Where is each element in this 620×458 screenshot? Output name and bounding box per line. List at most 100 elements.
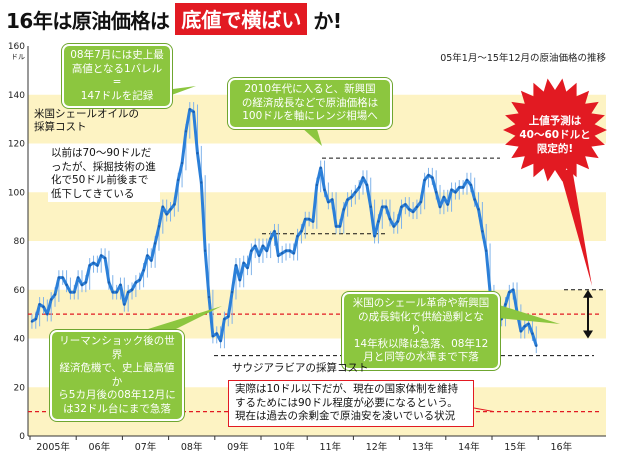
price-point — [527, 322, 530, 326]
headline-highlight: 底値で横ばい — [175, 3, 308, 35]
headline: 16年は原油価格は 底値で横ばい か! — [6, 3, 342, 35]
price-point — [338, 225, 342, 228]
price-point — [180, 161, 184, 165]
price-point — [261, 244, 265, 248]
forecast-burst-line: 限定的! — [536, 143, 574, 155]
note-actual-line: 実際は10ドル以下だが、現在の国家体制を維持 — [235, 383, 459, 395]
callout-lehman-line: ら5カ月後の08年12月に — [58, 389, 176, 401]
price-point — [169, 208, 172, 211]
price-point — [265, 249, 268, 252]
price-point — [134, 281, 138, 284]
price-point — [280, 251, 284, 255]
price-point — [446, 203, 449, 206]
price-point — [342, 208, 345, 211]
price-point — [111, 290, 114, 294]
price-point — [150, 259, 153, 262]
callout-peak-line: 147ドルを記録 — [80, 89, 154, 102]
note-before-line: 以前は70〜90ドルだ — [51, 147, 152, 159]
forecast-burst-line: 上値予測は — [528, 115, 582, 127]
x-tick-label: 07年 — [135, 441, 157, 453]
y-tick-label: 20 — [14, 383, 26, 393]
price-point — [373, 234, 376, 238]
price-point — [334, 225, 338, 228]
price-point — [304, 217, 307, 221]
price-point — [465, 178, 469, 182]
label-saudi-cost: サウジアラビアの採算コスト — [232, 362, 369, 374]
price-point — [254, 244, 257, 248]
y-tick-label: 0 — [19, 432, 25, 442]
note-before-line: ったが、採掘技術の進 — [51, 160, 156, 173]
price-point — [346, 198, 349, 201]
price-point — [34, 317, 37, 321]
price-point — [115, 290, 118, 294]
x-tick-label: 12年 — [366, 441, 388, 453]
price-point — [423, 178, 426, 182]
callout-pointers — [132, 78, 607, 413]
price-point — [469, 183, 473, 187]
y-unit-label: ドル — [11, 53, 25, 61]
callout-peak: 08年7月には史上最 高値となる1バレル= 147ドルを記録 — [62, 44, 172, 108]
callout-range2010-line: の経済成長などで原油価格は — [241, 96, 379, 109]
note-before: 以前は70〜90ドルだ ったが、採掘技術の進 化で50ドル前後まで 低下してきて… — [48, 146, 160, 202]
price-point — [311, 220, 315, 223]
price-point — [88, 264, 91, 267]
forecast-burst-line: 40〜60ドルと — [519, 129, 591, 141]
price-point — [388, 217, 392, 221]
price-point — [458, 186, 461, 189]
price-point — [477, 208, 480, 211]
price-point — [361, 176, 365, 179]
price-point — [103, 256, 107, 260]
x-tick-label: 08年 — [181, 441, 203, 453]
price-point — [119, 283, 122, 287]
price-point — [130, 288, 134, 291]
price-point — [153, 242, 157, 245]
callout-shale: 米国のシェール革命や新興国 の成長鈍化で供給過剰となり、 14年秋以降は急落、0… — [342, 292, 500, 370]
label-shale-cost-line: 採算コスト — [34, 121, 87, 133]
price-point — [146, 254, 149, 257]
x-tick-label: 09年 — [227, 441, 249, 453]
price-point — [126, 290, 130, 294]
y-tick-label: 40 — [14, 335, 26, 345]
callout-shale-line: 14年秋以降は急落、08年12 — [353, 337, 489, 350]
price-point — [69, 290, 72, 294]
headline-part1: 16年は原油価格は — [6, 8, 170, 33]
price-point — [535, 344, 538, 348]
price-point — [323, 188, 326, 192]
note-actual-pointer — [473, 407, 495, 413]
chart-subtitle: 05年1月〜15年12月の原油価格の推移 — [440, 53, 606, 64]
y-tick-label: 100 — [8, 188, 25, 198]
price-point — [523, 325, 526, 328]
price-point — [192, 110, 195, 114]
price-point — [177, 178, 180, 182]
price-point — [242, 261, 245, 265]
price-point — [415, 205, 419, 209]
price-point — [354, 191, 357, 194]
price-point — [419, 200, 422, 204]
range-marker-arrowhead — [583, 330, 593, 339]
price-point — [173, 203, 176, 206]
price-point — [292, 251, 295, 255]
x-tick-label: 16年 — [551, 441, 573, 453]
price-point — [38, 303, 41, 306]
forecast-burst-text: 上値予測は 40〜60ドルと 限定的! — [517, 114, 593, 156]
price-point — [300, 230, 303, 233]
price-point — [519, 329, 523, 333]
callout-shale-line: の成長鈍化で供給過剰となり、 — [358, 310, 484, 337]
price-point — [481, 230, 484, 233]
price-point — [404, 203, 407, 206]
price-point — [296, 234, 299, 238]
price-point — [350, 195, 353, 199]
callout-range2010-line: 100ドルを軸にレンジ相場へ — [242, 110, 378, 122]
label-shale-cost: 米国シェールオイルの 採算コスト — [34, 108, 139, 134]
price-point — [196, 152, 199, 155]
price-point — [461, 186, 465, 189]
x-tick-label: 06年 — [89, 441, 111, 453]
price-point — [161, 205, 165, 209]
price-point — [84, 281, 88, 284]
y-tick-label: 160 — [8, 42, 25, 52]
price-series — [30, 102, 538, 354]
price-point — [357, 186, 361, 189]
price-point — [427, 173, 430, 177]
price-point — [450, 188, 453, 192]
x-tick-label: 15年 — [504, 441, 526, 453]
